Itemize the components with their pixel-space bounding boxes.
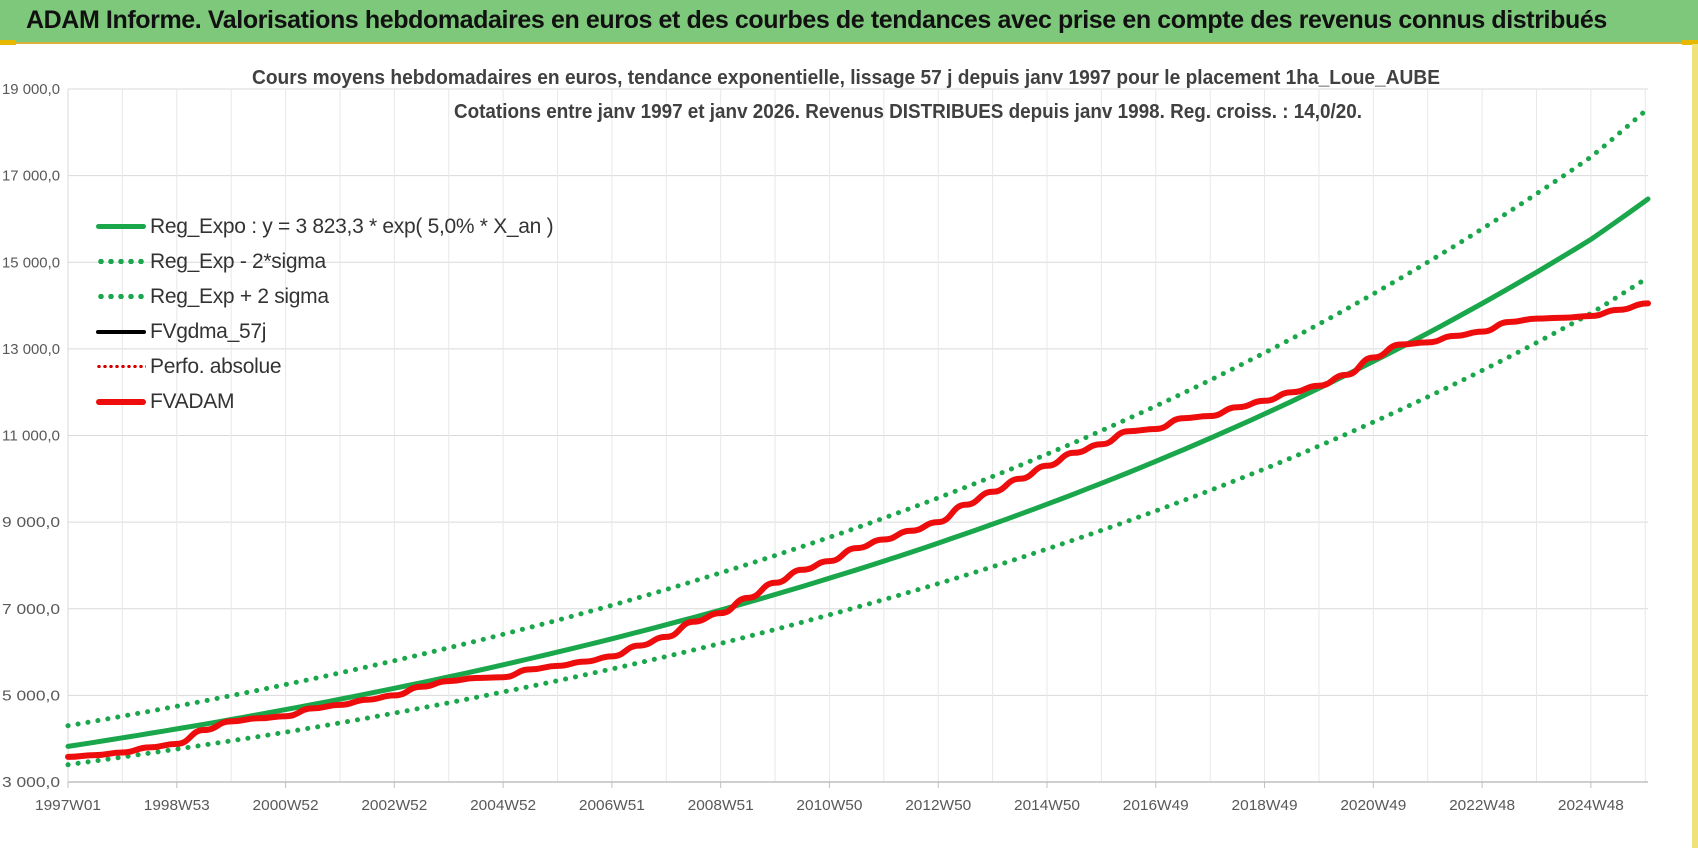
legend-label: Reg_Expo : y = 3 823,3 * exp( 5,0% * X_a…	[150, 214, 554, 238]
legend-item: Reg_Expo : y = 3 823,3 * exp( 5,0% * X_a…	[96, 209, 554, 244]
x-tick-label: 1997W01	[35, 797, 101, 814]
y-tick-label: 7 000,0	[2, 601, 60, 618]
x-tick-label: 2006W51	[579, 797, 645, 814]
x-tick-label: 2014W50	[1014, 797, 1080, 814]
series-line-3	[65, 106, 1651, 729]
y-tick-label: 19 000,0	[2, 81, 60, 98]
chart-svg: 3 000,0 5 000,0 7 000,0 9 000,0 11 000,0 13 0…	[2, 67, 1651, 814]
chart-legend: Reg_Expo : y = 3 823,3 * exp( 5,0% * X_a…	[96, 209, 554, 419]
legend-swatch	[96, 294, 146, 299]
legend-swatch	[96, 365, 146, 368]
x-tick-label: 2016W49	[1123, 797, 1189, 814]
x-tick-label: 2000W52	[253, 797, 319, 814]
series-line-1	[65, 196, 1651, 749]
x-tick-label: 2020W49	[1340, 797, 1406, 814]
legend-swatch	[96, 259, 146, 264]
legend-item: Reg_Exp - 2*sigma	[96, 244, 553, 279]
legend-label: FVgdma_57j	[150, 319, 267, 343]
legend-swatch	[96, 329, 146, 334]
corner-marker-right	[1682, 40, 1698, 45]
legend-label: Reg_Exp - 2*sigma	[150, 249, 326, 273]
y-tick-label: 17 000,0	[2, 168, 60, 185]
x-tick-label: 2022W48	[1449, 797, 1515, 814]
x-tick-label: 2018W49	[1232, 797, 1298, 814]
page-title: ADAM Informe. Valorisations hebdomadaire…	[26, 6, 1607, 34]
legend-label: FVADAM	[150, 389, 235, 413]
title-bar: ADAM Informe. Valorisations hebdomadaire…	[0, 0, 1698, 44]
legend-item: Reg_Exp + 2 sigma	[96, 279, 553, 314]
x-tick-label: 2002W52	[361, 797, 427, 814]
legend-label: Perfo. absolue	[150, 354, 282, 378]
x-tick-label: 2008W51	[688, 797, 754, 814]
legend-label: Reg_Exp + 2 sigma	[150, 284, 329, 308]
series-layer	[65, 106, 1651, 768]
series-line-2	[65, 274, 1651, 768]
y-tick-label: 13 000,0	[2, 341, 60, 358]
x-tick-label: 1998W53	[144, 797, 210, 814]
chart-area: 3 000,0 5 000,0 7 000,0 9 000,0 11 000,0 13 0…	[0, 44, 1698, 848]
chart-title: Cours moyens hebdomadaires en euros, ten…	[252, 67, 1440, 89]
x-tick-label: 2010W50	[796, 797, 862, 814]
legend-item: FVADAM	[96, 384, 553, 419]
legend-item: Perfo. absolue	[96, 349, 553, 384]
y-tick-label: 5 000,0	[2, 687, 60, 704]
legend-item: FVgdma_57j	[96, 314, 553, 349]
x-tick-label: 2024W48	[1558, 797, 1624, 814]
x-tick-label: 2012W50	[905, 797, 971, 814]
axis-layer: 3 000,0 5 000,0 7 000,0 9 000,0 11 000,0 13 0…	[2, 81, 1648, 814]
y-tick-label: 15 000,0	[2, 254, 60, 271]
y-tick-label: 11 000,0	[2, 428, 60, 445]
legend-swatch	[96, 224, 146, 229]
series-line-6	[65, 300, 1651, 760]
y-tick-label: 3 000,0	[2, 774, 60, 791]
y-tick-label: 9 000,0	[2, 514, 60, 531]
corner-marker-left	[0, 40, 16, 45]
chart-subtitle: Cotations entre janv 1997 et janv 2026. …	[454, 101, 1362, 123]
x-tick-label: 2004W52	[470, 797, 536, 814]
right-border	[1692, 44, 1698, 848]
legend-swatch	[96, 398, 146, 405]
